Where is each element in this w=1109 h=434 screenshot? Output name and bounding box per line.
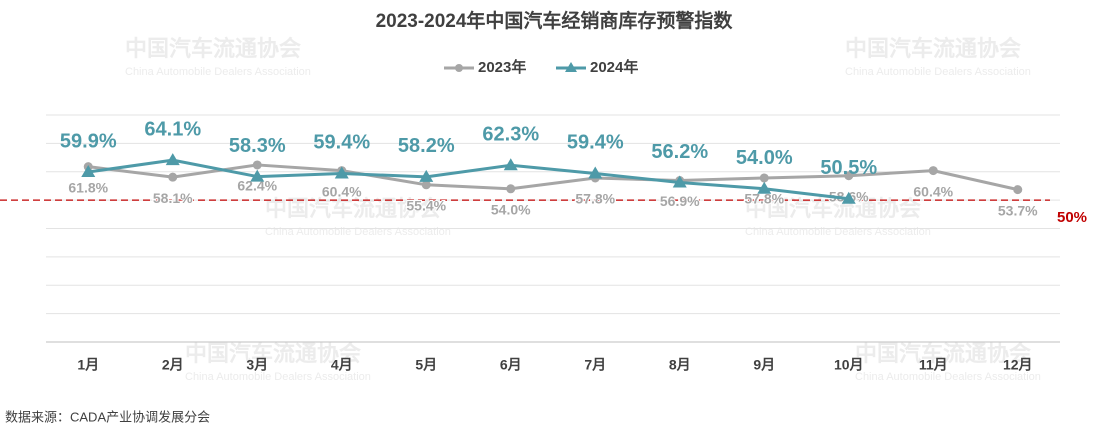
data-label: 61.8% [68, 179, 108, 195]
data-label: 57.8% [744, 191, 784, 207]
data-label: 58.3% [229, 135, 286, 157]
watermark: 中国汽车流通协会 [185, 341, 361, 366]
marker [168, 172, 178, 182]
marker [672, 175, 687, 188]
marker [844, 171, 854, 181]
watermark: China Automobile Dealers Association [185, 371, 371, 383]
legend-marker [455, 64, 463, 72]
watermark: China Automobile Dealers Association [855, 371, 1041, 383]
data-label: 62.3% [482, 124, 539, 146]
data-label: 50.5% [820, 157, 877, 179]
marker [759, 173, 769, 183]
x-tick-label: 2月 [162, 357, 184, 373]
x-tick-label: 12月 [1003, 357, 1033, 373]
data-label: 59.9% [60, 130, 117, 152]
x-tick-label: 7月 [584, 357, 606, 373]
data-label: 54.0% [736, 147, 793, 169]
legend-marker [565, 62, 577, 72]
marker [419, 169, 434, 182]
x-tick-label: 8月 [669, 357, 691, 373]
marker [928, 166, 938, 176]
watermark: China Automobile Dealers Association [125, 66, 311, 78]
watermark: 中国汽车流通协会 [855, 341, 1031, 366]
data-label: 53.7% [998, 202, 1038, 218]
marker [506, 184, 516, 194]
marker [334, 166, 349, 179]
marker [250, 169, 265, 182]
chart-title: 2023-2024年中国汽车经销商库存预警指数 [376, 9, 734, 32]
data-label: 59.4% [313, 132, 370, 154]
watermark: 中国汽车流通协会 [125, 36, 301, 61]
watermark: China Automobile Dealers Association [745, 226, 931, 238]
series-line [88, 158, 849, 201]
reference-label: 50% [1057, 209, 1087, 226]
data-label: 57.8% [575, 191, 615, 207]
x-tick-label: 10月 [834, 357, 864, 373]
marker [81, 165, 96, 178]
data-label: 54.0% [491, 201, 531, 217]
x-tick-label: 6月 [500, 357, 522, 373]
data-label: 55.4% [406, 198, 446, 214]
x-tick-label: 11月 [919, 357, 948, 373]
marker [841, 191, 856, 204]
watermark: China Automobile Dealers Association [845, 66, 1031, 78]
source: 数据来源：CADA产业协调发展分会 [5, 409, 210, 424]
marker [165, 153, 180, 166]
x-tick-label: 4月 [331, 357, 353, 373]
watermark: 中国汽车流通协会 [845, 36, 1021, 61]
x-tick-label: 1月 [77, 357, 99, 373]
marker [1013, 185, 1023, 195]
data-label: 56.9% [660, 193, 700, 209]
marker [757, 181, 772, 194]
x-tick-label: 3月 [246, 357, 268, 373]
data-label: 58.2% [398, 135, 455, 157]
marker [588, 166, 603, 179]
data-label: 59.4% [567, 132, 624, 154]
x-tick-label: 5月 [415, 357, 437, 373]
series-line [88, 163, 1019, 192]
watermark: China Automobile Dealers Association [265, 226, 451, 238]
legend-label: 2024年 [590, 58, 638, 76]
data-label: 60.4% [322, 183, 362, 199]
marker [503, 158, 518, 171]
data-label: 62.4% [237, 178, 277, 194]
x-tick-label: 9月 [753, 357, 775, 373]
data-label: 56.2% [651, 141, 708, 163]
marker [421, 180, 431, 190]
data-label: 58.1% [153, 190, 193, 206]
data-label: 60.4% [913, 183, 953, 199]
legend-label: 2023年 [478, 58, 526, 76]
data-label: 64.1% [144, 118, 201, 140]
marker [252, 160, 262, 170]
